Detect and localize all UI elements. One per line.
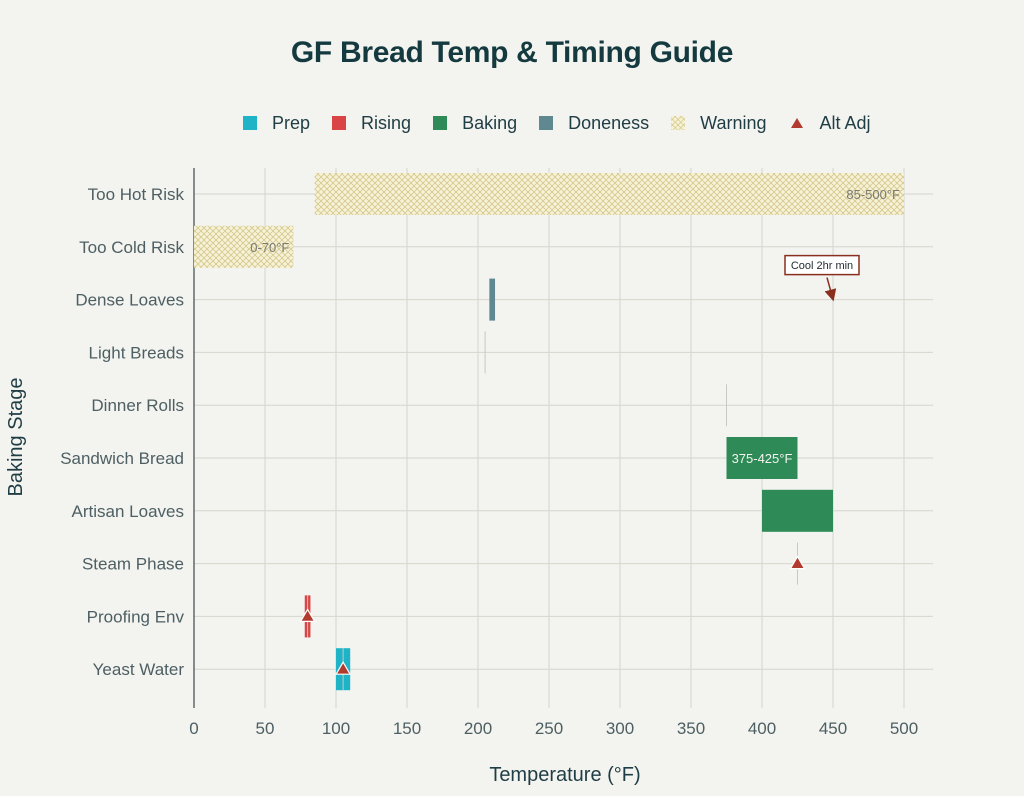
x-tick-label: 500 [890,719,918,738]
x-tick-label: 250 [535,719,563,738]
y-tick-label: Too Cold Risk [79,238,184,257]
bar [489,278,496,321]
x-tick-label: 400 [748,719,776,738]
marker [335,661,352,675]
x-tick-label: 450 [819,719,847,738]
marker [789,555,806,570]
legend-label: Rising [361,112,412,133]
x-tick-label: 150 [393,719,421,738]
bar-label: 0-70°F [250,240,289,255]
chart-title: GF Bread Temp & Timing Guide [290,36,734,69]
legend-label: Warning [700,112,767,133]
legend-item-warning[interactable]: Warning [671,112,767,134]
legend-swatch [790,118,803,128]
annotation-box [784,254,860,276]
x-tick-label: 0 [189,719,198,738]
x-tick-label: 200 [464,719,492,738]
bar [726,437,798,479]
legend-swatch [671,116,686,130]
y-tick-label: Steam Phase [82,555,184,574]
annotation-arrow [824,277,837,302]
bar-label: 85-500°F [846,187,900,202]
x-tick-label: 50 [256,719,275,738]
bar [314,173,904,215]
legend-label: Alt Adj [819,112,871,133]
legend-label: Baking [462,112,518,133]
y-tick-label: Dinner Rolls [91,396,184,415]
legend-item-prep[interactable]: Prep [243,113,310,134]
y-axis-title: Baking Stage [5,378,27,497]
x-tick-label: 350 [677,719,705,738]
legend-item-alt-adj[interactable]: Alt Adj [789,113,871,134]
marker [299,608,316,622]
legend-swatch [433,116,448,130]
y-tick-label: Artisan Loaves [72,502,184,521]
legend: Prep Rising Baking Doneness Warning Alt Adj [243,110,893,136]
bar [762,489,833,532]
legend-item-baking[interactable]: Baking [433,113,517,134]
legend-item-rising[interactable]: Rising [332,113,411,134]
y-tick-label: Sandwich Bread [60,449,184,468]
legend-swatch [243,116,257,130]
x-tick-label: 100 [322,719,350,738]
x-axis-title: Temperature (°F) [489,764,640,786]
x-tick-label: 300 [606,719,634,738]
legend-label: Prep [272,112,311,133]
bar-label: 375-425°F [732,451,793,466]
y-tick-label: Yeast Water [93,660,185,679]
legend-label: Doneness [568,112,650,133]
legend-item-doneness[interactable]: Doneness [539,113,649,134]
y-tick-label: Too Hot Risk [88,185,185,204]
y-tick-label: Light Breads [89,343,184,362]
legend-swatch [539,116,554,130]
bar [194,225,294,268]
annotation-label: Cool 2hr min [791,260,853,272]
y-tick-label: Proofing Env [87,607,185,626]
y-tick-label: Dense Loaves [75,291,184,310]
legend-swatch [332,116,347,130]
